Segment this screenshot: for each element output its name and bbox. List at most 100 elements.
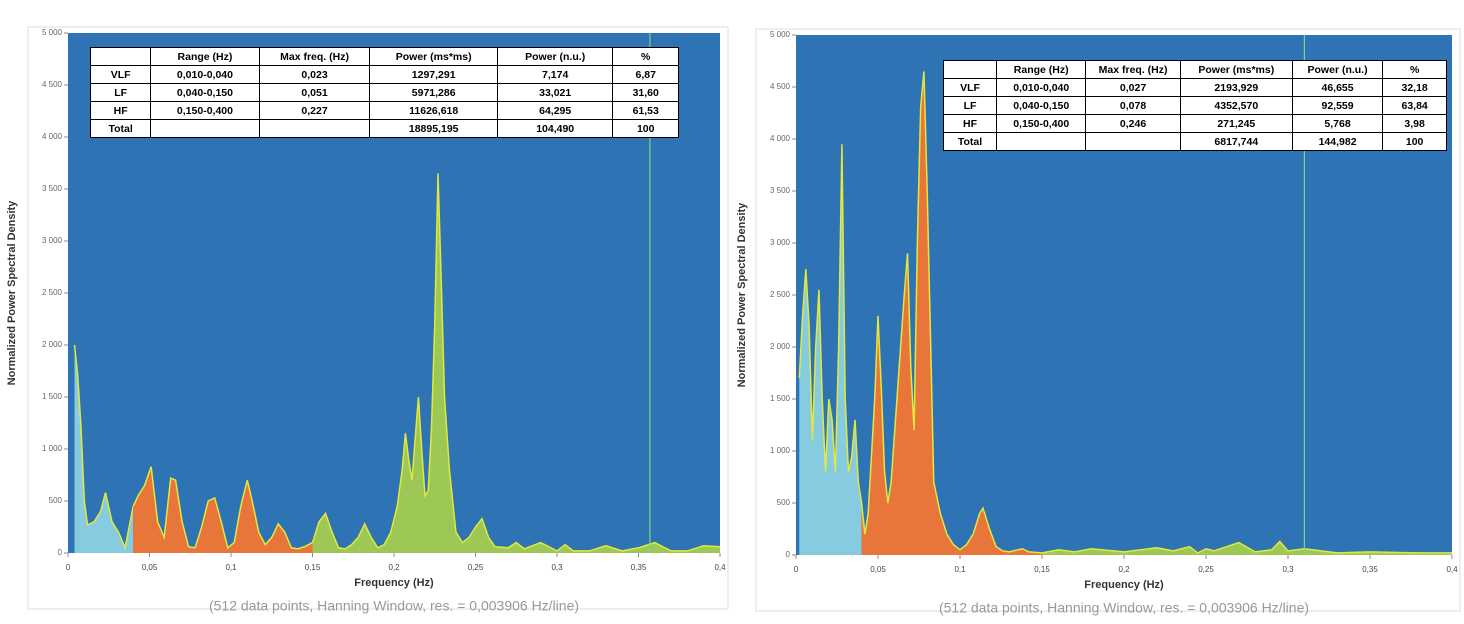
table-cell: Power (ms*ms) bbox=[369, 47, 498, 66]
table-cell: Power (n.u.) bbox=[1291, 60, 1384, 79]
table-cell: 33,021 bbox=[496, 83, 614, 102]
caption: (512 data points, Hanning Window, res. =… bbox=[939, 600, 1309, 616]
y-tick-label: 5 000 bbox=[770, 30, 791, 39]
x-tick-label: 0,35 bbox=[1362, 565, 1378, 574]
x-tick-label: 0,2 bbox=[1118, 565, 1130, 574]
table-cell: 0,010-0,040 bbox=[150, 65, 260, 84]
table-cell bbox=[942, 60, 998, 79]
table-cell: VLF bbox=[89, 65, 152, 84]
y-tick-label: 3 500 bbox=[42, 184, 63, 193]
table-cell: 4352,570 bbox=[1179, 96, 1293, 115]
table-cell: 100 bbox=[612, 119, 679, 138]
y-tick-label: 3 500 bbox=[770, 186, 791, 195]
table-cell: 92,559 bbox=[1291, 96, 1384, 115]
table-cell: Total bbox=[89, 119, 152, 138]
table-cell: 32,18 bbox=[1382, 78, 1447, 97]
table-cell: 0,227 bbox=[258, 101, 371, 120]
table-cell: 0,150-0,400 bbox=[150, 101, 260, 120]
y-tick-label: 500 bbox=[49, 496, 63, 505]
table-cell bbox=[258, 119, 371, 138]
spectrum-line bbox=[73, 344, 134, 551]
band-area bbox=[133, 466, 313, 553]
table-cell: 11626,618 bbox=[369, 101, 498, 120]
y-tick-label: 500 bbox=[777, 498, 791, 507]
table-cell: 64,295 bbox=[496, 101, 614, 120]
band-area bbox=[1042, 541, 1452, 555]
y-tick-label: 1 500 bbox=[42, 392, 63, 401]
band-table: Range (Hz) Max freq. (Hz) Power (ms*ms) Pow… bbox=[942, 60, 1447, 151]
table-cell: Power (ms*ms) bbox=[1179, 60, 1293, 79]
spectrum-line bbox=[860, 71, 1043, 554]
plot-frame bbox=[27, 26, 729, 610]
y-tick-label: 2 500 bbox=[42, 288, 63, 297]
table-cell: Total bbox=[942, 132, 998, 151]
x-tick-label: 0,15 bbox=[305, 563, 321, 572]
band-area bbox=[861, 71, 1042, 556]
spectrum-line bbox=[132, 466, 313, 550]
y-tick-label: 2 000 bbox=[770, 342, 791, 351]
x-tick-label: 0 bbox=[794, 565, 799, 574]
x-tick-label: 0,3 bbox=[1282, 565, 1294, 574]
y-tick-label: 4 000 bbox=[42, 132, 63, 141]
table-cell bbox=[996, 132, 1087, 151]
table-cell: 61,53 bbox=[612, 101, 679, 120]
x-tick-label: 0,3 bbox=[551, 563, 563, 572]
table-cell: 144,982 bbox=[1291, 132, 1384, 151]
table-cell: 0,027 bbox=[1085, 78, 1181, 97]
table-cell: Power (n.u.) bbox=[496, 47, 614, 66]
x-tick-label: 0,1 bbox=[954, 565, 966, 574]
table-cell: 104,490 bbox=[496, 119, 614, 138]
plot-frame bbox=[755, 28, 1461, 612]
y-tick-label: 0 bbox=[786, 550, 791, 559]
table-cell: 18895,195 bbox=[369, 119, 498, 138]
y-tick-label: 1 000 bbox=[42, 444, 63, 453]
y-tick-label: 4 500 bbox=[42, 80, 63, 89]
y-tick-label: 0 bbox=[58, 548, 63, 557]
table-cell: 0,051 bbox=[258, 83, 371, 102]
table-cell: 63,84 bbox=[1382, 96, 1447, 115]
y-tick-label: 4 500 bbox=[770, 82, 791, 91]
table-cell: Range (Hz) bbox=[150, 47, 260, 66]
spectrum-line bbox=[798, 144, 863, 504]
spectrum-line bbox=[1041, 540, 1452, 554]
table-cell bbox=[89, 47, 152, 66]
table-cell: 46,655 bbox=[1291, 78, 1384, 97]
x-tick-label: 0,05 bbox=[870, 565, 886, 574]
x-tick-label: 0,15 bbox=[1034, 565, 1050, 574]
table-cell: VLF bbox=[942, 78, 998, 97]
y-tick-label: 4 000 bbox=[770, 134, 791, 143]
x-tick-label: 0 bbox=[66, 563, 71, 572]
table-cell: 31,60 bbox=[612, 83, 679, 102]
table-cell: 0,010-0,040 bbox=[996, 78, 1087, 97]
x-tick-label: 0,4 bbox=[1446, 565, 1458, 574]
table-cell: % bbox=[1382, 60, 1447, 79]
y-tick-label: 3 000 bbox=[770, 238, 791, 247]
y-tick-label: 1 000 bbox=[770, 446, 791, 455]
table-cell: Range (Hz) bbox=[996, 60, 1087, 79]
band-area bbox=[74, 345, 134, 553]
table-cell: 100 bbox=[1382, 132, 1447, 151]
table-cell: 1297,291 bbox=[369, 65, 498, 84]
table-cell: 7,174 bbox=[496, 65, 614, 84]
table-cell: 3,98 bbox=[1382, 114, 1447, 133]
table-cell: % bbox=[612, 47, 679, 66]
table-cell: 0,040-0,150 bbox=[996, 96, 1087, 115]
spectrum-line bbox=[311, 173, 721, 552]
band-area bbox=[799, 144, 862, 555]
x-tick-label: 0,25 bbox=[468, 563, 484, 572]
table-cell: 0,040-0,150 bbox=[150, 83, 260, 102]
table-cell: 2193,929 bbox=[1179, 78, 1293, 97]
table-cell: LF bbox=[89, 83, 152, 102]
x-axis-title: Frequency (Hz) bbox=[354, 577, 434, 589]
y-tick-label: 2 500 bbox=[770, 290, 791, 299]
y-tick-label: 3 000 bbox=[42, 236, 63, 245]
x-tick-label: 0,1 bbox=[225, 563, 237, 572]
table-cell: 0,246 bbox=[1085, 114, 1181, 133]
x-tick-label: 0,25 bbox=[1198, 565, 1214, 574]
table-cell: 271,245 bbox=[1179, 114, 1293, 133]
table-cell: Max freq. (Hz) bbox=[1085, 60, 1181, 79]
x-tick-label: 0,05 bbox=[142, 563, 158, 572]
y-tick-label: 1 500 bbox=[770, 394, 791, 403]
table-cell bbox=[150, 119, 260, 138]
table-cell: 0,078 bbox=[1085, 96, 1181, 115]
